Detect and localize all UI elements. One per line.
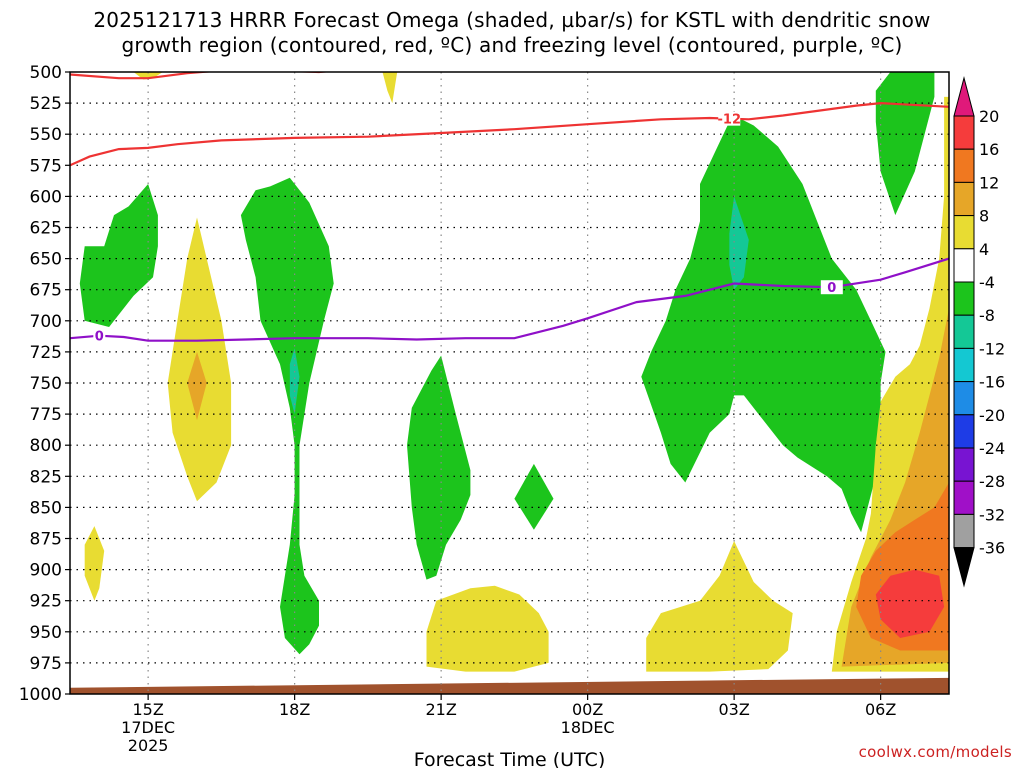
- omega-region-10: [84, 526, 105, 601]
- colorbar-label-8: -16: [979, 373, 1005, 392]
- x-tick-label-18Z: 18Z: [279, 700, 310, 719]
- y-tick-label-950: 950: [30, 623, 62, 643]
- y-tick-label-600: 600: [30, 187, 62, 207]
- omega-region-9: [187, 351, 207, 421]
- y-tick-label-675: 675: [30, 281, 62, 301]
- freezing-level-contour-label: 0: [827, 281, 836, 296]
- y-tick-label-575: 575: [30, 156, 62, 176]
- colorbar-box-12: [953, 513, 975, 549]
- colorbar-label-0: 20: [979, 107, 999, 126]
- omega-region-16: [875, 569, 945, 638]
- x-tick-sublabel2-15Z: 2025: [128, 736, 169, 755]
- colorbar: 20 16 12 8 4 -4 -8 -12 -16 -20 -24 -28 -32 -36: [953, 76, 1005, 588]
- snow-growth-contour-label: -12: [718, 113, 742, 128]
- colorbar-label-7: -12: [979, 339, 1005, 358]
- colorbar-box-0: [953, 115, 975, 150]
- y-tick-label-525: 525: [30, 94, 62, 114]
- colorbar-label-13: -36: [979, 539, 1005, 558]
- y-tick-label-725: 725: [30, 343, 62, 363]
- plot-area: -12 0 0: [70, 72, 949, 694]
- colorbar-box-4: [953, 248, 975, 283]
- omega-region-18: [382, 72, 398, 104]
- y-tick-label-750: 750: [30, 374, 62, 394]
- y-tick-label-850: 850: [30, 498, 62, 518]
- x-tick-label-00Z: 00Z: [572, 700, 603, 719]
- omega-region-12: [646, 541, 793, 672]
- colorbar-label-5: -4: [979, 273, 995, 292]
- omega-region-11: [426, 585, 549, 672]
- colorbar-box-1: [953, 148, 975, 183]
- colorbar-top-arrow: [953, 76, 975, 117]
- y-tick-label-1000: 1000: [19, 685, 62, 705]
- colorbar-box-7: [953, 347, 975, 383]
- snow-growth-contour-line: [70, 101, 949, 167]
- y-tick-label-825: 825: [30, 467, 62, 487]
- colorbar-label-9: -20: [979, 406, 1005, 425]
- colorbar-box-11: [953, 480, 975, 515]
- y-tick-label-925: 925: [30, 592, 62, 612]
- surface-terrain: [70, 677, 949, 694]
- y-tick-label-975: 975: [30, 654, 62, 674]
- freezing-level-label2-bg: [93, 328, 106, 343]
- x-tick-label-06Z: 06Z: [865, 700, 896, 719]
- y-tick-label-775: 775: [30, 405, 62, 425]
- omega-region-8: [167, 217, 232, 502]
- freezing-level-contour-label-bg: [820, 280, 843, 295]
- y-tick-label-550: 550: [30, 125, 62, 145]
- colorbar-bottom-arrow: [953, 547, 975, 588]
- y-tick-label-875: 875: [30, 530, 62, 550]
- omega-region-2: [407, 355, 471, 580]
- x-tick-label-03Z: 03Z: [718, 700, 749, 719]
- omega-region-0: [79, 184, 158, 327]
- colorbar-label-1: 16: [979, 140, 999, 159]
- plot-inner: -12 0 0: [70, 72, 949, 694]
- omega-region-3: [514, 463, 554, 530]
- site-watermark: coolwx.com/models: [858, 743, 1012, 761]
- x-tick-sublabel-00Z: 18DEC: [561, 718, 615, 737]
- chart-title-line1: 2025121713 HRRR Forecast Omega (shaded, …: [93, 8, 931, 32]
- colorbar-box-10: [953, 447, 975, 482]
- colorbar-box-2: [953, 181, 975, 217]
- x-tick-sublabel-15Z: 17DEC: [121, 718, 175, 737]
- omega-region-4: [641, 115, 886, 533]
- x-tick-label-21Z: 21Z: [425, 700, 456, 719]
- colorbar-label-6: -8: [979, 306, 995, 325]
- omega-region-1: [240, 177, 334, 655]
- y-tick-label-650: 650: [30, 250, 62, 270]
- colorbar-label-10: -24: [979, 439, 1005, 458]
- y-tick-label-800: 800: [30, 436, 62, 456]
- colorbar-box-8: [953, 381, 975, 416]
- axes: 500 525 550 575 600 625 650 675 700 725 750 775 800 8…: [19, 63, 950, 768]
- x-tick-label-15Z: 15Z: [132, 700, 163, 719]
- omega-region-5: [875, 72, 935, 216]
- x-axis-title: Forecast Time (UTC): [414, 749, 605, 768]
- colorbar-box-5: [953, 281, 975, 316]
- omega-region-6: [729, 196, 749, 290]
- colorbar-label-12: -32: [979, 505, 1005, 524]
- y-tick-label-500: 500: [30, 63, 62, 83]
- freezing-level-contour-label2: 0: [95, 330, 104, 345]
- freezing-level-contour-line: [70, 257, 949, 342]
- y-tick-label-700: 700: [30, 312, 62, 332]
- colorbar-label-3: 8: [979, 207, 989, 226]
- colorbar-box-3: [953, 215, 975, 250]
- colorbar-box-6: [953, 314, 975, 349]
- chart-title-line2: growth region (contoured, red, ºC) and f…: [121, 33, 903, 57]
- colorbar-label-4: 4: [979, 240, 989, 259]
- y-tick-label-900: 900: [30, 561, 62, 581]
- colorbar-box-9: [953, 414, 975, 449]
- omega-region-7: [289, 348, 300, 415]
- y-tick-label-625: 625: [30, 219, 62, 239]
- snow-growth-contour-label-bg: [718, 111, 741, 126]
- omega-region-17: [133, 72, 163, 80]
- colorbar-label-11: -28: [979, 472, 1005, 491]
- colorbar-label-2: 12: [979, 173, 999, 192]
